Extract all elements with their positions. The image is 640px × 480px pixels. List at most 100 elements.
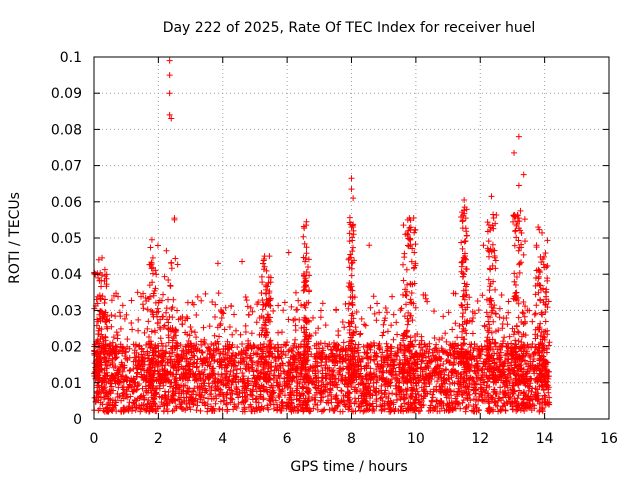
data-point (501, 334, 508, 341)
data-point (460, 271, 467, 278)
data-point (463, 266, 470, 273)
data-point (471, 380, 478, 387)
data-point (173, 385, 180, 392)
data-point (510, 390, 517, 397)
data-point (383, 367, 390, 374)
data-point (163, 309, 170, 316)
data-point (194, 383, 201, 390)
data-point (538, 259, 545, 266)
data-point (420, 291, 427, 298)
data-point (169, 304, 176, 311)
data-point (247, 387, 254, 394)
data-point (137, 366, 144, 373)
data-point (485, 276, 492, 283)
data-point (184, 355, 191, 362)
data-point (293, 383, 300, 390)
data-point (279, 400, 286, 407)
data-point (196, 389, 203, 396)
data-point (512, 398, 519, 405)
data-point (527, 375, 534, 382)
data-point (324, 365, 331, 372)
data-point (148, 403, 155, 410)
data-point (261, 370, 268, 377)
data-point (425, 363, 432, 370)
data-point (505, 356, 512, 363)
data-point (340, 365, 347, 372)
data-point (215, 378, 222, 385)
data-point (135, 327, 142, 334)
data-point (225, 359, 232, 366)
data-point (305, 318, 312, 325)
data-point (281, 392, 288, 399)
data-point (132, 358, 139, 365)
data-point (150, 292, 157, 299)
data-point (157, 326, 164, 333)
data-point (398, 388, 405, 395)
data-point (389, 293, 396, 300)
data-point (472, 362, 479, 369)
data-point (471, 367, 478, 374)
data-point (449, 379, 456, 386)
data-point (198, 348, 205, 355)
data-point (453, 373, 460, 380)
data-point (278, 344, 285, 351)
data-point (329, 405, 336, 412)
data-point (404, 359, 411, 366)
data-point (101, 299, 108, 306)
data-point (497, 354, 504, 361)
data-point (351, 348, 358, 355)
data-point (413, 350, 420, 357)
data-point (296, 316, 303, 323)
data-point (403, 377, 410, 384)
data-point (165, 334, 172, 341)
data-point (526, 368, 533, 375)
data-point (532, 274, 539, 281)
data-point (407, 296, 414, 303)
data-point (193, 364, 200, 371)
data-point (146, 282, 153, 289)
data-point (289, 373, 296, 380)
data-point (459, 355, 466, 362)
data-point (166, 350, 173, 357)
data-point (351, 364, 358, 371)
data-point (337, 346, 344, 353)
data-point (509, 406, 516, 413)
data-point (352, 324, 359, 331)
data-point (275, 302, 282, 309)
data-point (402, 286, 409, 293)
data-point (302, 372, 309, 379)
data-point (145, 296, 152, 303)
data-point (201, 340, 208, 347)
data-point (349, 244, 356, 251)
data-point (260, 301, 267, 308)
data-point (479, 392, 486, 399)
data-point (493, 377, 500, 384)
data-point (417, 372, 424, 379)
data-point (103, 365, 110, 372)
data-point (225, 377, 232, 384)
data-point (141, 329, 148, 336)
data-point (270, 389, 277, 396)
data-point (183, 358, 190, 365)
data-point (148, 378, 155, 385)
data-point (177, 341, 184, 348)
data-point (166, 57, 173, 64)
data-point (244, 343, 251, 350)
data-point (535, 224, 542, 231)
data-point (255, 358, 262, 365)
data-point (166, 90, 173, 97)
data-point (196, 370, 203, 377)
data-point (248, 358, 255, 365)
data-point (171, 216, 178, 223)
data-point (224, 355, 231, 362)
data-point (484, 219, 491, 226)
data-point (347, 251, 354, 258)
data-point (338, 398, 345, 405)
data-point (491, 360, 498, 367)
data-point (350, 368, 357, 375)
data-point (348, 175, 355, 182)
data-point (293, 389, 300, 396)
data-point (287, 389, 294, 396)
data-point (343, 355, 350, 362)
data-point (222, 352, 229, 359)
